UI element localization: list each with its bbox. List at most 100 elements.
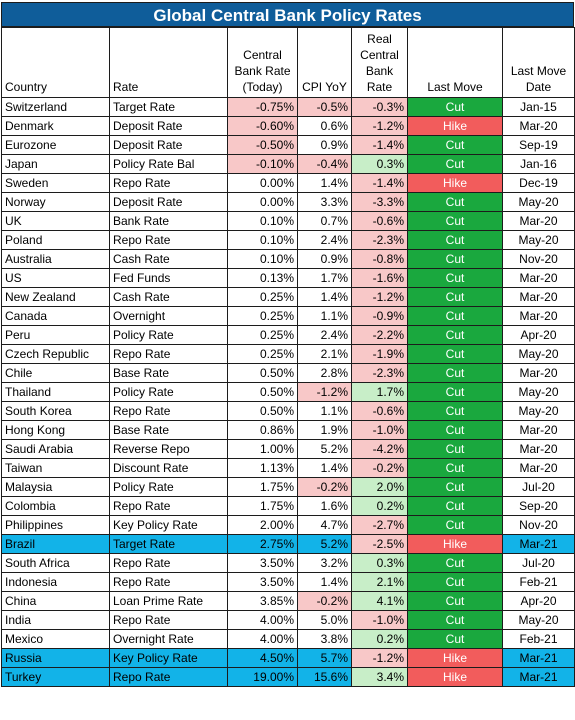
table-row: Turkey Repo Rate 19.00% 15.6% 3.4% Hike Mar-21 <box>1 667 575 687</box>
cell-rate: Discount Rate <box>109 458 228 478</box>
cell-rate: Deposit Rate <box>109 192 228 212</box>
cell-cpi: 5.0% <box>297 610 352 630</box>
cell-cpi: -0.2% <box>297 591 352 611</box>
cell-real-rate: 0.2% <box>351 629 408 649</box>
cell-country: UK <box>1 211 110 231</box>
cell-cpi: 3.3% <box>297 192 352 212</box>
cell-cpi: -0.5% <box>297 97 352 117</box>
cell-last-move: Cut <box>407 591 503 611</box>
cell-country: Chile <box>1 363 110 383</box>
table-row: Malaysia Policy Rate 1.75% -0.2% 2.0% Cut Jul-… <box>1 477 575 497</box>
cell-cb-rate: 19.00% <box>227 667 298 687</box>
cell-cpi: 5.7% <box>297 648 352 668</box>
cell-last-move-date: Mar-20 <box>502 211 575 231</box>
table-row: Hong Kong Base Rate 0.86% 1.9% -1.0% Cut Mar-2… <box>1 420 575 440</box>
cell-country: Canada <box>1 306 110 326</box>
cell-country: Indonesia <box>1 572 110 592</box>
cell-country: India <box>1 610 110 630</box>
header-last-move-date: Last Move Date <box>502 27 575 98</box>
cell-cb-rate: 0.25% <box>227 306 298 326</box>
cell-last-move-date: Apr-20 <box>502 325 575 345</box>
cell-last-move-date: Jul-20 <box>502 553 575 573</box>
cell-country: Sweden <box>1 173 110 193</box>
cell-cpi: 0.7% <box>297 211 352 231</box>
cell-last-move: Cut <box>407 344 503 364</box>
cell-last-move-date: Jul-20 <box>502 477 575 497</box>
cell-cb-rate: 0.25% <box>227 287 298 307</box>
cell-rate: Bank Rate <box>109 211 228 231</box>
cell-last-move-date: Nov-20 <box>502 515 575 535</box>
cell-cb-rate: 2.75% <box>227 534 298 554</box>
table-row: Australia Cash Rate 0.10% 0.9% -0.8% Cut Nov-2… <box>1 249 575 269</box>
cell-real-rate: -2.5% <box>351 534 408 554</box>
cell-cb-rate: 0.10% <box>227 249 298 269</box>
table-row: Mexico Overnight Rate 4.00% 3.8% 0.2% Cut Feb-… <box>1 629 575 649</box>
cell-rate: Overnight Rate <box>109 629 228 649</box>
cell-cpi: 0.9% <box>297 135 352 155</box>
cell-country: Czech Republic <box>1 344 110 364</box>
cell-cb-rate: 0.50% <box>227 363 298 383</box>
cell-cpi: 1.4% <box>297 287 352 307</box>
cell-country: Peru <box>1 325 110 345</box>
cell-cpi: 1.6% <box>297 496 352 516</box>
cell-cpi: 1.9% <box>297 420 352 440</box>
cell-last-move: Cut <box>407 477 503 497</box>
cell-cpi: 5.2% <box>297 439 352 459</box>
cell-cpi: 1.4% <box>297 173 352 193</box>
cell-last-move: Cut <box>407 192 503 212</box>
cell-real-rate: 3.4% <box>351 667 408 687</box>
cell-cb-rate: 1.75% <box>227 477 298 497</box>
cell-rate: Target Rate <box>109 97 228 117</box>
cell-cpi: -0.2% <box>297 477 352 497</box>
cell-cb-rate: 0.50% <box>227 401 298 421</box>
cell-rate: Cash Rate <box>109 249 228 269</box>
cell-country: South Africa <box>1 553 110 573</box>
table-row: Brazil Target Rate 2.75% 5.2% -2.5% Hike Mar-2… <box>1 534 575 554</box>
cell-country: China <box>1 591 110 611</box>
cell-rate: Policy Rate <box>109 477 228 497</box>
cell-country: Poland <box>1 230 110 250</box>
cell-cpi: -0.4% <box>297 154 352 174</box>
cell-real-rate: 4.1% <box>351 591 408 611</box>
cell-cpi: 2.8% <box>297 363 352 383</box>
cell-real-rate: -1.0% <box>351 420 408 440</box>
cell-cpi: 1.1% <box>297 401 352 421</box>
table-row: Poland Repo Rate 0.10% 2.4% -2.3% Cut May-20 <box>1 230 575 250</box>
cell-real-rate: -0.8% <box>351 249 408 269</box>
cell-last-move-date: Mar-20 <box>502 439 575 459</box>
cell-last-move: Cut <box>407 230 503 250</box>
cell-country: Mexico <box>1 629 110 649</box>
cell-cb-rate: 4.00% <box>227 629 298 649</box>
cell-last-move-date: May-20 <box>502 230 575 250</box>
table-row: New Zealand Cash Rate 0.25% 1.4% -1.2% Cut Mar… <box>1 287 575 307</box>
cell-cpi: 4.7% <box>297 515 352 535</box>
cell-last-move: Cut <box>407 363 503 383</box>
cell-rate: Repo Rate <box>109 401 228 421</box>
cell-last-move-date: Apr-20 <box>502 591 575 611</box>
cell-last-move: Cut <box>407 553 503 573</box>
cell-last-move: Cut <box>407 154 503 174</box>
cell-cb-rate: -0.50% <box>227 135 298 155</box>
cell-rate: Reverse Repo <box>109 439 228 459</box>
cell-country: Australia <box>1 249 110 269</box>
cell-last-move: Cut <box>407 515 503 535</box>
cell-real-rate: -1.9% <box>351 344 408 364</box>
cell-real-rate: -4.2% <box>351 439 408 459</box>
table-row: Indonesia Repo Rate 3.50% 1.4% 2.1% Cut Feb-21 <box>1 572 575 592</box>
cell-last-move-date: Feb-21 <box>502 629 575 649</box>
table-row: Switzerland Target Rate -0.75% -0.5% -0.3% Cu… <box>1 97 575 117</box>
cell-cb-rate: 0.13% <box>227 268 298 288</box>
cell-last-move-date: Mar-20 <box>502 458 575 478</box>
cell-last-move: Cut <box>407 135 503 155</box>
header-real-rate: Real Central Bank Rate <box>351 27 408 98</box>
cell-real-rate: -1.2% <box>351 287 408 307</box>
cell-rate: Policy Rate <box>109 382 228 402</box>
cell-last-move: Cut <box>407 420 503 440</box>
table-row: Canada Overnight 0.25% 1.1% -0.9% Cut Mar-20 <box>1 306 575 326</box>
cell-rate: Key Policy Rate <box>109 648 228 668</box>
cell-real-rate: 0.3% <box>351 154 408 174</box>
cell-cb-rate: 2.00% <box>227 515 298 535</box>
cell-last-move-date: Feb-21 <box>502 572 575 592</box>
table-row: Denmark Deposit Rate -0.60% 0.6% -1.2% Hike Ma… <box>1 116 575 136</box>
cell-real-rate: -0.3% <box>351 97 408 117</box>
